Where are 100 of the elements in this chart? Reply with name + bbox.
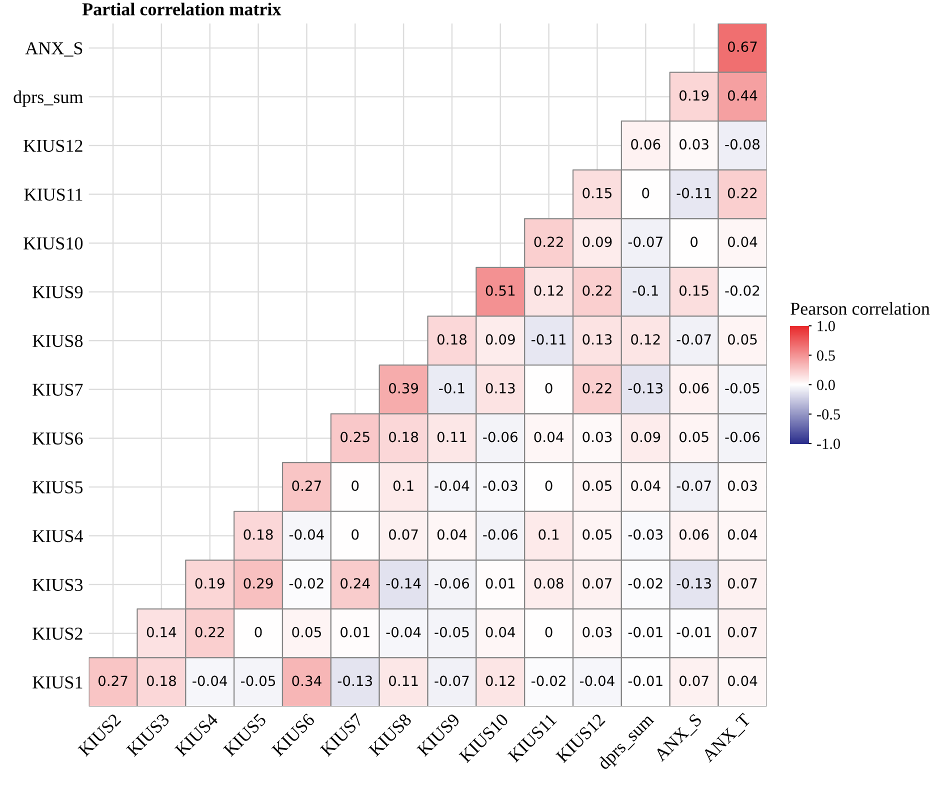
data-label: -0.1 bbox=[439, 382, 464, 394]
data-label: 0.25 bbox=[340, 432, 370, 442]
data-label: 0.13 bbox=[486, 382, 515, 394]
data-label: 0.04 bbox=[728, 676, 758, 686]
data-label: 0.03 bbox=[728, 480, 757, 492]
data-label: -0.03 bbox=[483, 480, 518, 492]
data-label: 0.07 bbox=[389, 529, 418, 540]
data-label: 0.67 bbox=[728, 41, 757, 52]
y-tick-label: KIUS10 bbox=[24, 237, 83, 250]
data-label: 0.09 bbox=[582, 236, 612, 248]
data-label: -0.05 bbox=[241, 676, 276, 686]
data-label: 0.05 bbox=[680, 432, 708, 442]
data-label: 0 bbox=[690, 236, 698, 248]
data-label: 0.29 bbox=[244, 578, 273, 589]
y-tick-label: KIUS7 bbox=[32, 384, 83, 396]
y-tick-label: KIUS2 bbox=[32, 628, 82, 640]
color-bar-label: -0.5 bbox=[816, 409, 840, 420]
data-label: 0.1 bbox=[538, 529, 559, 540]
data-label: -0.07 bbox=[676, 480, 711, 492]
data-label: -0.02 bbox=[725, 285, 760, 296]
data-label: 0.18 bbox=[389, 432, 418, 442]
data-label: 0 bbox=[545, 480, 552, 492]
data-label: -0.06 bbox=[725, 432, 760, 442]
data-label: -0.04 bbox=[289, 529, 324, 540]
data-label: -0.04 bbox=[434, 480, 470, 492]
color-bar-label: 0.5 bbox=[816, 350, 835, 361]
y-tick-label: KIUS9 bbox=[32, 286, 83, 298]
color-bar-label: 1.0 bbox=[818, 320, 835, 332]
data-label: 0 bbox=[352, 480, 359, 492]
data-label: 0.04 bbox=[437, 529, 467, 540]
data-label: -0.02 bbox=[628, 578, 662, 589]
data-label: -0.04 bbox=[386, 626, 421, 638]
data-label: 0.12 bbox=[631, 334, 660, 345]
data-label: -0.02 bbox=[532, 676, 566, 686]
y-tick-label: KIUS8 bbox=[32, 334, 83, 348]
data-label: 0.07 bbox=[582, 578, 612, 589]
data-label: -0.01 bbox=[628, 626, 662, 638]
data-label: 0.18 bbox=[437, 334, 466, 345]
data-label: -0.01 bbox=[628, 676, 662, 686]
data-label: 0 bbox=[545, 382, 552, 394]
data-label: 0.27 bbox=[98, 676, 128, 686]
data-label: 0.14 bbox=[146, 626, 176, 638]
data-label: 0.22 bbox=[195, 626, 224, 638]
data-label: 0.07 bbox=[728, 626, 757, 638]
data-label: -0.03 bbox=[628, 529, 663, 540]
data-label: 0.07 bbox=[680, 676, 708, 686]
data-label: -0.11 bbox=[532, 334, 566, 345]
data-label: 0.09 bbox=[631, 432, 660, 442]
data-label: -0.04 bbox=[580, 676, 614, 686]
data-label: 0.04 bbox=[486, 626, 516, 638]
data-label: 0.11 bbox=[389, 676, 418, 686]
data-label: 0.04 bbox=[728, 529, 758, 540]
data-label: -0.05 bbox=[725, 382, 760, 394]
data-label: 0.05 bbox=[582, 529, 612, 540]
data-label: 0.27 bbox=[292, 480, 321, 492]
data-label: 0.08 bbox=[534, 578, 564, 589]
data-label: 0.1 bbox=[393, 480, 414, 492]
data-label: 0 bbox=[545, 626, 552, 638]
data-label: 0.44 bbox=[728, 90, 758, 101]
data-label: 0 bbox=[254, 626, 262, 638]
data-label: 0.34 bbox=[292, 676, 322, 686]
data-label: 0.03 bbox=[582, 626, 612, 638]
data-label: 0.12 bbox=[534, 285, 563, 296]
data-label: -0.13 bbox=[628, 382, 663, 394]
data-label: 0.39 bbox=[389, 382, 418, 394]
data-label: 0.03 bbox=[582, 432, 612, 442]
y-tick-label: KIUS4 bbox=[32, 530, 83, 542]
y-tick-label: KIUS1 bbox=[32, 676, 82, 689]
data-label: 0.09 bbox=[486, 334, 515, 345]
data-label: 0.18 bbox=[244, 529, 273, 540]
data-label: -0.08 bbox=[725, 139, 760, 150]
data-label: -0.06 bbox=[483, 529, 518, 540]
y-tick-label: KIUS12 bbox=[24, 140, 82, 152]
data-label: -0.05 bbox=[434, 626, 469, 638]
data-label: 0.19 bbox=[680, 90, 709, 101]
data-label: 0.18 bbox=[146, 676, 176, 686]
data-label: 0.05 bbox=[728, 334, 757, 345]
data-label: 0.24 bbox=[340, 578, 370, 589]
chart-title: Partial correlation matrix bbox=[82, 2, 282, 16]
data-label: 0.13 bbox=[582, 334, 612, 345]
data-label: 0.01 bbox=[486, 578, 515, 589]
data-label: 0 bbox=[352, 529, 359, 540]
data-label: -0.07 bbox=[676, 334, 711, 345]
data-label: 0.05 bbox=[582, 480, 612, 492]
data-label: 0.51 bbox=[486, 285, 515, 296]
data-label: 0.04 bbox=[631, 480, 660, 492]
data-label: 0.11 bbox=[437, 432, 466, 442]
data-label: -0.1 bbox=[632, 285, 658, 296]
data-label: -0.06 bbox=[434, 578, 470, 589]
y-tick-label: KIUS5 bbox=[32, 481, 83, 494]
data-label: 0.03 bbox=[680, 139, 708, 150]
data-label: 0.22 bbox=[582, 285, 612, 296]
data-label: 0 bbox=[642, 188, 650, 198]
data-label: -0.04 bbox=[192, 676, 228, 686]
y-tick-label: dprs_sum bbox=[14, 90, 83, 107]
data-label: 0.15 bbox=[582, 188, 612, 198]
data-label: -0.07 bbox=[628, 236, 662, 248]
data-label: 0.05 bbox=[292, 626, 321, 638]
y-tick-label: KIUS3 bbox=[32, 578, 83, 591]
data-label: 0.22 bbox=[534, 236, 563, 248]
